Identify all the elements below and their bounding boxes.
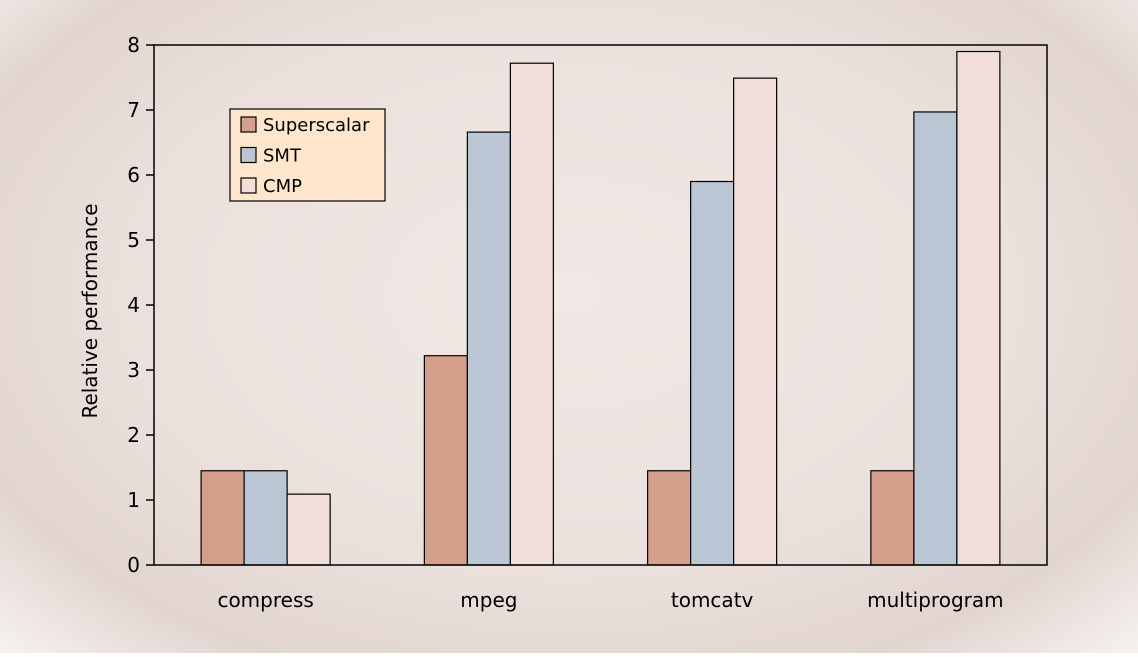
y-tick-label: 7 (127, 98, 140, 122)
y-tick-label: 8 (127, 33, 140, 57)
bar-smt-tomcatv (690, 180, 735, 566)
y-tick-label: 2 (127, 423, 140, 447)
y-tick-label: 0 (127, 553, 140, 577)
bar-cmp-compress (286, 493, 331, 566)
legend: Superscalar SMT CMP (229, 108, 386, 202)
y-tick-label: 5 (127, 228, 140, 252)
legend-swatch-cmp (240, 177, 257, 194)
legend-swatch-smt (240, 146, 257, 164)
bar-superscalar-multiprogram (870, 470, 915, 566)
y-tick-label: 1 (127, 488, 140, 512)
x-category-label: compress (217, 588, 313, 612)
legend-label-cmp: CMP (263, 176, 302, 197)
bar-smt-multiprogram (913, 111, 958, 566)
legend-label-superscalar: Superscalar (263, 115, 370, 136)
y-tick-label: 6 (127, 163, 140, 187)
bar-superscalar-tomcatv (647, 470, 692, 566)
legend-label-smt: SMT (263, 146, 302, 167)
bar-cmp-tomcatv (733, 77, 778, 566)
x-category-label: tomcatv (671, 588, 754, 612)
bar-cmp-multiprogram (956, 50, 1001, 566)
bar-smt-mpeg (466, 131, 511, 566)
legend-swatch-superscalar (240, 116, 257, 133)
x-category-label: multiprogram (867, 588, 1003, 612)
y-tick-label: 3 (127, 358, 140, 382)
bar-cmp-mpeg (509, 62, 554, 566)
x-axis: compress mpeg tomcatv multiprogram (217, 588, 1003, 612)
y-axis-title: Relative performance (78, 203, 102, 418)
x-category-label: mpeg (460, 588, 517, 612)
y-axis: 0 1 2 3 4 5 6 7 8 (127, 33, 154, 577)
y-tick-label: 4 (127, 293, 140, 317)
bars-layer (200, 50, 1001, 566)
bar-smt-compress (243, 470, 288, 566)
bar-superscalar-mpeg (423, 355, 468, 566)
bar-superscalar-compress (200, 470, 245, 566)
